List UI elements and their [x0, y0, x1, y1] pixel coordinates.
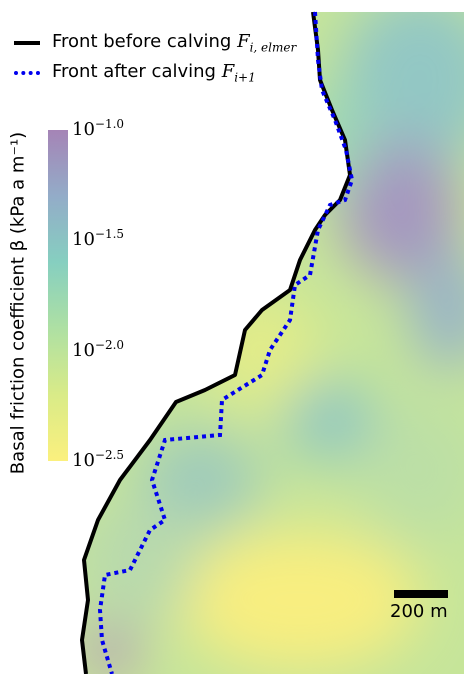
colorbar-title: Basal friction coefficient β (kPa a m⁻¹)	[7, 131, 29, 474]
legend: Front before calving Fi, elmer Front aft…	[14, 28, 334, 88]
scale-bar-label: 200 m	[390, 601, 448, 622]
legend-label-front-after: Front after calving Fi+1	[52, 61, 256, 85]
colorbar-tick-label: 10−2.0	[72, 338, 125, 361]
scale-bar	[394, 590, 448, 598]
legend-label-front-before: Front before calving Fi, elmer	[52, 31, 297, 55]
colorbar	[48, 130, 68, 461]
colorbar-tick-label: 10−1.0	[72, 117, 125, 140]
legend-item-front-after: Front after calving Fi+1	[14, 58, 334, 88]
solid-line-swatch	[14, 41, 40, 45]
colorbar-tick-label: 10−1.5	[72, 227, 125, 250]
colorbar-tick-label: 10−2.5	[72, 448, 125, 471]
dotted-line-swatch	[14, 71, 40, 75]
legend-item-front-before: Front before calving Fi, elmer	[14, 28, 334, 58]
